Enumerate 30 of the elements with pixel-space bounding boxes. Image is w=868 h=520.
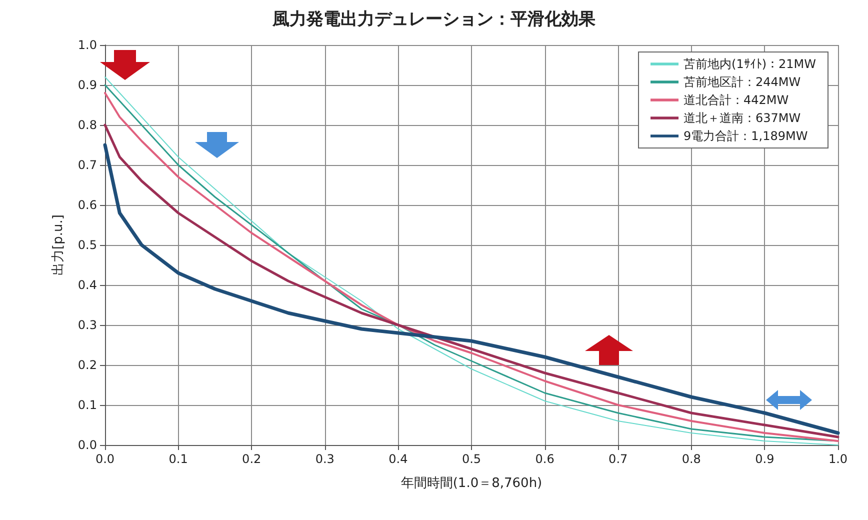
y-tick-label: 0.8 [78,118,97,132]
x-tick-label: 0.2 [242,452,262,466]
legend-label: 苫前地区計：244MW [684,75,801,89]
y-tick-label: 0.3 [78,318,97,332]
y-tick-label: 0.6 [78,198,97,212]
y-tick-label: 1.0 [78,38,97,52]
x-axis-title: 年間時間(1.0＝8,760h) [400,476,542,491]
y-tick-label: 0.0 [78,438,97,452]
x-tick-label: 0.3 [315,452,334,466]
x-tick-label: 0.5 [462,452,482,466]
legend-label: 9電力合計：1,189MW [684,129,808,143]
x-tick-label: 0.7 [608,452,628,466]
legend-label: 苫前地内(1ｻｲﾄ)：21MW [684,57,816,71]
x-tick-label: 0.4 [388,452,408,466]
x-tick-label: 0.8 [682,452,701,466]
y-tick-label: 0.2 [78,358,97,372]
y-tick-label: 0.5 [78,238,97,252]
y-tick-label: 0.7 [78,158,97,172]
y-tick-label: 0.9 [78,78,97,92]
x-tick-label: 0.9 [755,452,774,466]
x-tick-label: 0.0 [95,452,115,466]
y-tick-label: 0.4 [78,278,97,292]
y-tick-label: 0.1 [78,398,97,412]
x-tick-label: 0.6 [535,452,554,466]
legend-label: 道北合計：442MW [684,93,789,107]
legend-label: 道北＋道南：637MW [684,111,801,125]
chart-title: 風力発電出力デュレーション：平滑化効果 [272,10,596,30]
y-axis-title: 出力[p.u.] [51,214,66,276]
x-tick-label: 1.0 [828,452,848,466]
x-tick-label: 0.1 [168,452,188,466]
